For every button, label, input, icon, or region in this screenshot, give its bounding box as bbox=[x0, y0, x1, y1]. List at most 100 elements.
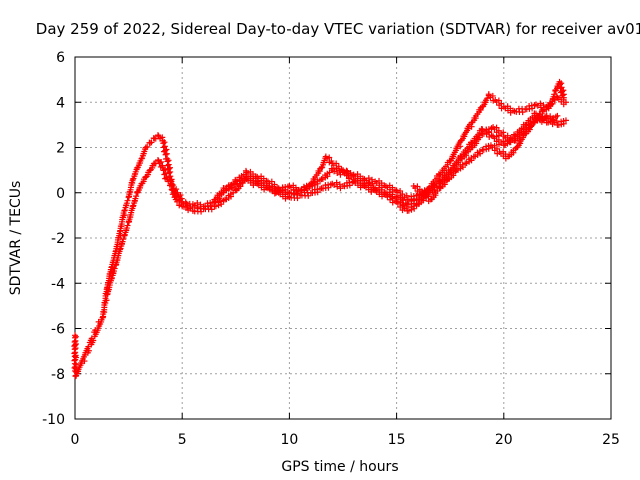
data-point-fill bbox=[325, 184, 332, 191]
data-point-fill bbox=[100, 308, 107, 315]
data-point-fill bbox=[549, 95, 556, 102]
y-axis-label: SDTVAR / TECUs bbox=[8, 181, 24, 296]
data-point-fill bbox=[161, 166, 168, 173]
data-point-fill bbox=[432, 192, 439, 199]
data-point-fill bbox=[455, 157, 462, 164]
data-point-fill bbox=[208, 206, 215, 213]
data-point-fill bbox=[517, 140, 524, 147]
data-point-fill bbox=[411, 205, 418, 212]
data-point-fill bbox=[346, 182, 353, 189]
data-point bbox=[562, 117, 569, 124]
data-point-fill bbox=[154, 132, 161, 139]
data-point-fill bbox=[298, 187, 305, 194]
x-tick-label: 5 bbox=[178, 432, 187, 448]
y-tick-label: -4 bbox=[51, 276, 65, 292]
data-point-fill bbox=[140, 178, 147, 185]
data-point-fill bbox=[227, 193, 234, 200]
data-point-fill bbox=[441, 181, 448, 188]
data-point-fill bbox=[115, 250, 122, 257]
data-point-fill bbox=[468, 157, 475, 164]
data-point-fill bbox=[311, 176, 318, 183]
data-point-fill bbox=[466, 143, 473, 150]
data-point-fill bbox=[133, 193, 140, 200]
data-point-fill bbox=[110, 269, 117, 276]
data-point-fill bbox=[535, 115, 542, 122]
data-point-fill bbox=[408, 206, 415, 213]
data-point-fill bbox=[472, 115, 479, 122]
x-tick-label: 20 bbox=[495, 432, 513, 448]
data-point-fill bbox=[461, 133, 468, 140]
data-point-fill bbox=[126, 213, 133, 220]
data-point-fill bbox=[218, 201, 225, 208]
y-tick-label: 0 bbox=[56, 186, 65, 202]
data-point-fill bbox=[482, 99, 489, 106]
data-point-fill bbox=[526, 126, 533, 133]
x-tick-label: 25 bbox=[602, 432, 620, 448]
data-point-fill bbox=[111, 265, 118, 272]
data-point-fill bbox=[459, 164, 466, 171]
data-point-fill bbox=[228, 184, 235, 191]
data-point-fill bbox=[114, 256, 121, 263]
y-tick-label: 2 bbox=[56, 141, 65, 157]
data-point-fill bbox=[550, 117, 557, 124]
data-points bbox=[71, 78, 569, 380]
data-point-fill bbox=[451, 163, 458, 170]
data-point-fill bbox=[506, 139, 513, 146]
data-point-fill bbox=[465, 125, 472, 132]
data-point-fill bbox=[136, 184, 143, 191]
data-point-fill bbox=[545, 119, 552, 126]
data-point-fill bbox=[516, 129, 523, 136]
data-point-fill bbox=[98, 318, 105, 325]
data-point-fill bbox=[124, 197, 131, 204]
data-point-fill bbox=[450, 172, 457, 179]
y-tick-label: 4 bbox=[56, 95, 65, 111]
data-point-fill bbox=[519, 109, 526, 116]
data-point-fill bbox=[529, 105, 536, 112]
data-point-fill bbox=[301, 186, 308, 193]
y-tick-label: -2 bbox=[51, 231, 65, 247]
data-point-fill bbox=[473, 135, 480, 142]
data-point-fill bbox=[168, 181, 175, 188]
data-point-fill bbox=[462, 149, 469, 156]
data-point-fill bbox=[103, 297, 110, 304]
x-tick-label: 15 bbox=[388, 432, 406, 448]
data-point bbox=[138, 155, 145, 162]
data-point bbox=[147, 139, 154, 146]
data-point-fill bbox=[132, 170, 139, 177]
data-point-fill bbox=[320, 159, 327, 166]
y-tick-label: -6 bbox=[51, 322, 65, 338]
data-point-fill bbox=[124, 222, 131, 229]
data-point-fill bbox=[314, 180, 321, 187]
data-point-fill bbox=[239, 180, 246, 187]
chart-title: Day 259 of 2022, Sidereal Day-to-day VTE… bbox=[36, 20, 640, 38]
data-point-fill bbox=[167, 177, 174, 184]
data-point-fill bbox=[450, 153, 457, 160]
data-point-fill bbox=[120, 236, 127, 243]
data-point-fill bbox=[547, 118, 554, 125]
axis-ticks: 0 5 10 15 20 25 -10 -8 -6 -4 -2 0 2 4 6 bbox=[42, 50, 620, 448]
data-point-fill bbox=[314, 189, 321, 196]
data-point bbox=[318, 164, 325, 171]
data-point-fill bbox=[131, 197, 138, 204]
data-point-fill bbox=[140, 150, 147, 157]
data-point-fill bbox=[90, 337, 97, 344]
data-point-fill bbox=[305, 192, 312, 199]
data-point-fill bbox=[215, 202, 222, 209]
data-point-fill bbox=[545, 105, 552, 112]
data-point-fill bbox=[107, 279, 114, 286]
data-point-fill bbox=[477, 150, 484, 157]
data-point bbox=[554, 112, 561, 119]
data-point-fill bbox=[144, 171, 151, 178]
data-point-fill bbox=[316, 168, 323, 175]
x-tick-label: 10 bbox=[280, 432, 298, 448]
data-point-fill bbox=[123, 226, 130, 233]
data-point-fill bbox=[149, 164, 156, 171]
data-point-fill bbox=[75, 368, 82, 375]
x-tick-label: 0 bbox=[71, 432, 80, 448]
data-point-fill bbox=[294, 195, 301, 202]
data-point-fill bbox=[510, 149, 517, 156]
data-point-fill bbox=[148, 139, 155, 146]
data-point-fill bbox=[159, 134, 166, 141]
data-point-fill bbox=[123, 202, 130, 209]
